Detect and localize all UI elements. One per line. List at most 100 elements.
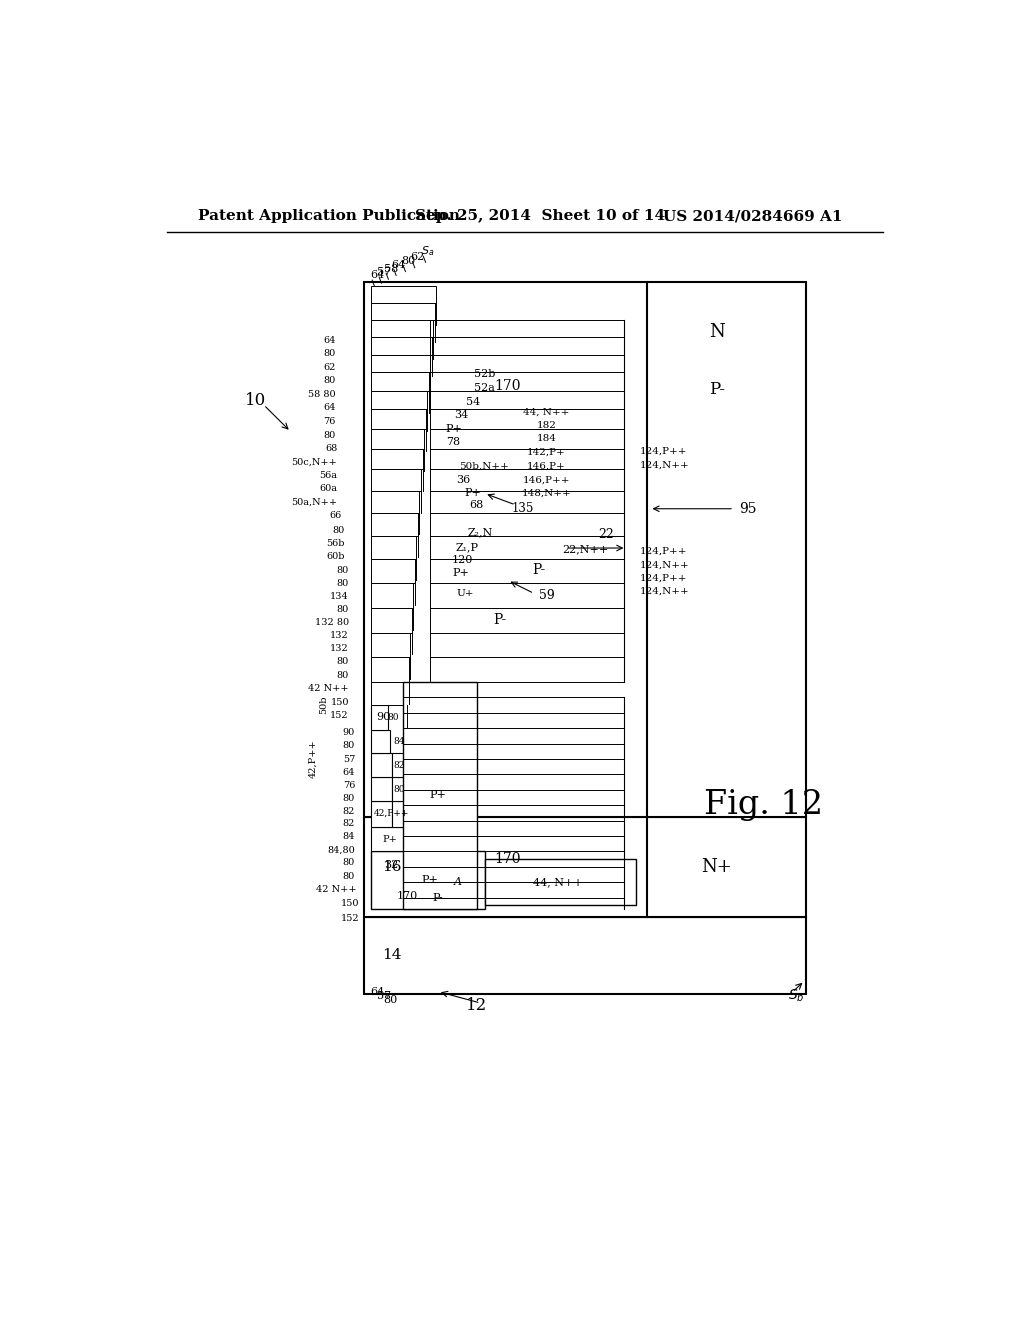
Text: 170: 170: [495, 853, 521, 866]
Bar: [371, 558, 415, 583]
Text: 124,N++: 124,N++: [640, 586, 689, 595]
Text: P+: P+: [429, 791, 446, 800]
Text: 124,N++: 124,N++: [640, 561, 689, 569]
Text: 82: 82: [343, 807, 355, 816]
Bar: [371, 429, 424, 449]
Bar: [403, 682, 477, 909]
Bar: [371, 391, 427, 409]
Text: N+: N+: [701, 858, 732, 875]
Text: 42,P++: 42,P++: [309, 739, 317, 779]
Text: A: A: [454, 878, 462, 887]
Text: 146,P+: 146,P+: [527, 462, 566, 471]
Text: 50b,N++: 50b,N++: [460, 462, 509, 471]
Text: 64: 64: [324, 404, 336, 412]
Text: 142,P+: 142,P+: [527, 447, 566, 457]
Text: P-: P-: [532, 564, 546, 577]
Text: 76: 76: [324, 417, 336, 426]
Bar: [365, 281, 806, 817]
Text: Sep. 25, 2014  Sheet 10 of 14: Sep. 25, 2014 Sheet 10 of 14: [415, 209, 665, 223]
Text: Z₁,P: Z₁,P: [456, 543, 479, 552]
Text: 22: 22: [598, 528, 614, 541]
Text: 80: 80: [384, 995, 398, 1005]
Bar: [371, 470, 421, 491]
Bar: [371, 286, 436, 304]
Text: 90: 90: [377, 713, 391, 722]
Bar: [371, 776, 391, 801]
Text: 182: 182: [537, 421, 556, 430]
Text: 58: 58: [384, 264, 398, 273]
Text: 57: 57: [343, 755, 355, 763]
Text: 90: 90: [343, 727, 355, 737]
Text: 150: 150: [340, 899, 359, 908]
Text: 59: 59: [539, 589, 554, 602]
Text: 80: 80: [324, 376, 336, 385]
Text: 12: 12: [466, 997, 487, 1014]
Text: 56a: 56a: [319, 471, 337, 480]
Bar: [371, 632, 410, 657]
Text: 124,N++: 124,N++: [640, 461, 689, 470]
Bar: [371, 512, 418, 536]
Bar: [371, 536, 417, 558]
Text: 124,P++: 124,P++: [640, 546, 687, 556]
Text: 58 80: 58 80: [308, 389, 336, 399]
Text: P+: P+: [383, 834, 397, 843]
Text: 80: 80: [324, 350, 336, 359]
Text: 80: 80: [393, 785, 406, 795]
Text: 150: 150: [331, 697, 349, 706]
Text: 76: 76: [343, 780, 355, 789]
Text: 132: 132: [330, 644, 349, 653]
Bar: [371, 826, 406, 851]
Bar: [371, 851, 484, 909]
Text: 184: 184: [537, 434, 556, 444]
Text: 14: 14: [382, 948, 401, 962]
Text: 16: 16: [382, 859, 401, 874]
Bar: [484, 859, 636, 906]
Text: 50b: 50b: [318, 696, 328, 714]
Text: 80: 80: [337, 657, 349, 667]
Text: 120: 120: [453, 556, 473, 565]
Text: 50c,N++: 50c,N++: [292, 458, 337, 467]
Text: 64: 64: [343, 768, 355, 776]
Text: 57: 57: [377, 991, 391, 1001]
Text: 80: 80: [387, 713, 398, 722]
Text: 42,P++: 42,P++: [374, 809, 410, 818]
Text: 132: 132: [330, 631, 349, 640]
Text: P+: P+: [445, 424, 462, 434]
Text: 52a: 52a: [474, 383, 495, 393]
Text: 124,P++: 124,P++: [640, 574, 687, 582]
Text: P+: P+: [465, 488, 481, 499]
Text: 10: 10: [246, 392, 266, 409]
Bar: [371, 657, 409, 682]
Text: 80: 80: [343, 793, 355, 803]
Bar: [371, 583, 414, 609]
Bar: [371, 609, 412, 632]
Text: 80: 80: [343, 858, 355, 867]
Text: 170: 170: [396, 891, 418, 902]
Text: 66: 66: [329, 511, 341, 520]
Text: P-: P-: [709, 381, 725, 397]
Text: 152: 152: [331, 710, 349, 719]
Text: 68: 68: [470, 500, 484, 510]
Text: P+: P+: [422, 875, 438, 884]
Bar: [371, 705, 388, 730]
Text: 36: 36: [456, 475, 470, 486]
Text: Patent Application Publication: Patent Application Publication: [198, 209, 460, 223]
Text: 62: 62: [410, 252, 424, 261]
Text: 50a,N++: 50a,N++: [291, 498, 337, 507]
Text: 80: 80: [337, 566, 349, 574]
Text: 62: 62: [324, 363, 336, 371]
Text: 134: 134: [330, 593, 349, 601]
Text: 80: 80: [400, 256, 415, 265]
Text: 42 N++: 42 N++: [308, 685, 349, 693]
Bar: [371, 321, 433, 337]
Text: 56b: 56b: [327, 539, 345, 548]
Text: 78: 78: [446, 437, 461, 446]
Text: 170: 170: [495, 379, 521, 392]
Text: 146,P++: 146,P++: [522, 475, 570, 484]
Bar: [371, 304, 435, 321]
Bar: [371, 355, 430, 372]
Bar: [371, 730, 390, 752]
Text: 22,N++: 22,N++: [562, 545, 608, 554]
Text: 64: 64: [324, 335, 336, 345]
Text: 54: 54: [466, 397, 480, 407]
